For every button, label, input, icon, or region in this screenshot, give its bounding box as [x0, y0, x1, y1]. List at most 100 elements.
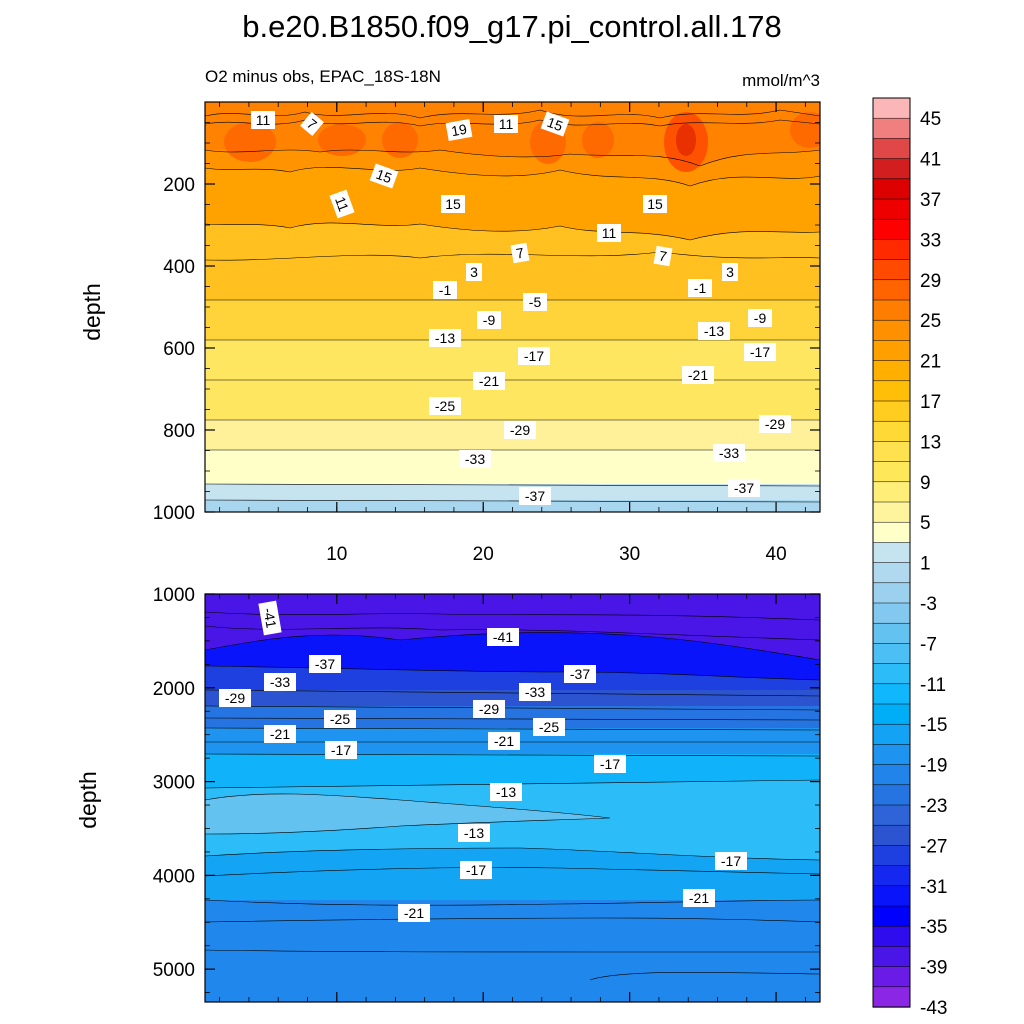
contour-label-box	[683, 889, 715, 907]
contour-label: -17	[715, 852, 747, 870]
contour-label-text: 15	[545, 114, 565, 134]
contour-label-text: 15	[445, 196, 461, 212]
contour-label: 15	[441, 195, 465, 213]
colorbar-swatch	[872, 400, 911, 422]
contour-label-text: -5	[529, 294, 542, 310]
colorbar-swatch	[872, 239, 911, 261]
contour-label-box	[458, 824, 490, 842]
contour-label: -37	[519, 487, 551, 505]
lower-band-m19b	[205, 848, 820, 906]
contour-label: -13	[429, 329, 461, 347]
x-tick-label: 40	[766, 544, 787, 565]
contour-label: 7	[653, 245, 673, 267]
contour-label-text: -21	[270, 726, 290, 742]
contour-label: -1	[433, 281, 457, 299]
y-tick-label: 4000	[153, 866, 195, 887]
colorbar-label: -23	[920, 796, 947, 817]
upper-ticks: 200 400 600 800 1000 10 20 30 40	[153, 101, 820, 565]
contour-label-box	[264, 725, 296, 743]
hotspot-3	[382, 122, 418, 158]
contour-label-text: -29	[765, 416, 785, 432]
colorbar-swatch	[872, 582, 911, 604]
contour-label: -13	[698, 322, 730, 340]
colorbar-swatch	[872, 744, 911, 766]
colorbar-swatch	[872, 663, 911, 685]
contour-label-box	[688, 279, 712, 297]
contour-label: 7	[300, 111, 324, 137]
contour-label-text: -29	[479, 701, 499, 717]
contour-label-text: 11	[256, 112, 271, 128]
contour-label-box	[433, 281, 457, 299]
contour-label-box	[251, 111, 275, 129]
contour-label-box	[488, 732, 520, 750]
upper-band-m15	[205, 554, 820, 594]
contour-label-box	[518, 347, 550, 365]
contour-label: -29	[504, 421, 536, 439]
colorbar-swatch	[872, 299, 911, 321]
contour-label: -29	[219, 689, 251, 707]
colorbar-label: -27	[920, 836, 947, 857]
colorbar-label: 5	[920, 513, 931, 534]
contour-label-text: -33	[270, 674, 290, 690]
colorbar-label: 45	[920, 109, 941, 130]
contour-label-box	[325, 741, 357, 759]
colorbar-swatch	[872, 966, 911, 988]
contour-label-text: 11	[332, 194, 352, 213]
contour-label-box	[523, 293, 547, 311]
colorbar-label: -7	[920, 634, 937, 655]
contour-label-box	[494, 115, 518, 133]
contour-label-text: -17	[466, 862, 486, 878]
colorbar-swatch	[872, 138, 911, 160]
contour-label: -17	[518, 347, 550, 365]
contour-label-text: -17	[721, 853, 741, 869]
contour-label: -9	[748, 309, 772, 327]
contour-label: -25	[533, 718, 565, 736]
contour-label-text: 3	[470, 264, 478, 280]
colorbar-swatch	[872, 117, 911, 140]
contour-label-box	[429, 329, 461, 347]
contour-label: 19	[445, 119, 473, 141]
colorbar-label: 25	[920, 311, 941, 332]
contour-label-text: -37	[315, 656, 335, 672]
upper-y-axis-label: depth	[79, 283, 105, 341]
contour-label: -29	[759, 415, 791, 433]
contour-label-box	[445, 119, 473, 141]
colorbar-swatch	[872, 461, 911, 483]
contour-label: -33	[713, 444, 745, 462]
colorbar-swatch	[872, 845, 911, 867]
contour-label: 3	[722, 263, 738, 281]
contour-label-box	[429, 397, 461, 415]
colorbar-swatch	[872, 804, 911, 826]
colorbar-swatch	[872, 764, 911, 786]
contour-label-text: -21	[494, 733, 514, 749]
contour-label-text: -25	[435, 398, 455, 414]
contour-label-box	[713, 444, 745, 462]
contour-label-text: 19	[450, 121, 468, 139]
contour-label: 3	[466, 263, 482, 281]
colorbar-swatch	[872, 481, 911, 503]
contour-label-box	[441, 195, 465, 213]
contour-label: 11	[494, 115, 518, 133]
contour-label: -17	[744, 343, 776, 361]
colorbar-swatch	[872, 279, 911, 301]
contour-label: -5	[523, 293, 547, 311]
contour-label-box	[487, 628, 519, 646]
contour-label-box	[744, 343, 776, 361]
contour-label-text: -41	[493, 629, 513, 645]
colorbar-label: 29	[920, 271, 941, 292]
lower-ticks: 1000 2000 3000 4000 5000	[153, 585, 820, 1002]
contour-label-text: -21	[688, 367, 708, 383]
contour-label-box	[643, 195, 667, 213]
contour-label-text: 15	[374, 166, 394, 186]
y-tick-label: 3000	[153, 773, 195, 794]
y-tick-label: 1000	[153, 503, 195, 524]
contour-label-box	[540, 111, 570, 137]
contour-label-box	[722, 263, 738, 281]
contour-label-text: -17	[524, 348, 544, 364]
contour-label-box	[510, 242, 530, 264]
contour-label-text: -29	[510, 422, 530, 438]
contour-label-text: -33	[465, 451, 485, 467]
contour-label: -37	[728, 479, 760, 497]
colorbar-swatch	[872, 703, 911, 725]
